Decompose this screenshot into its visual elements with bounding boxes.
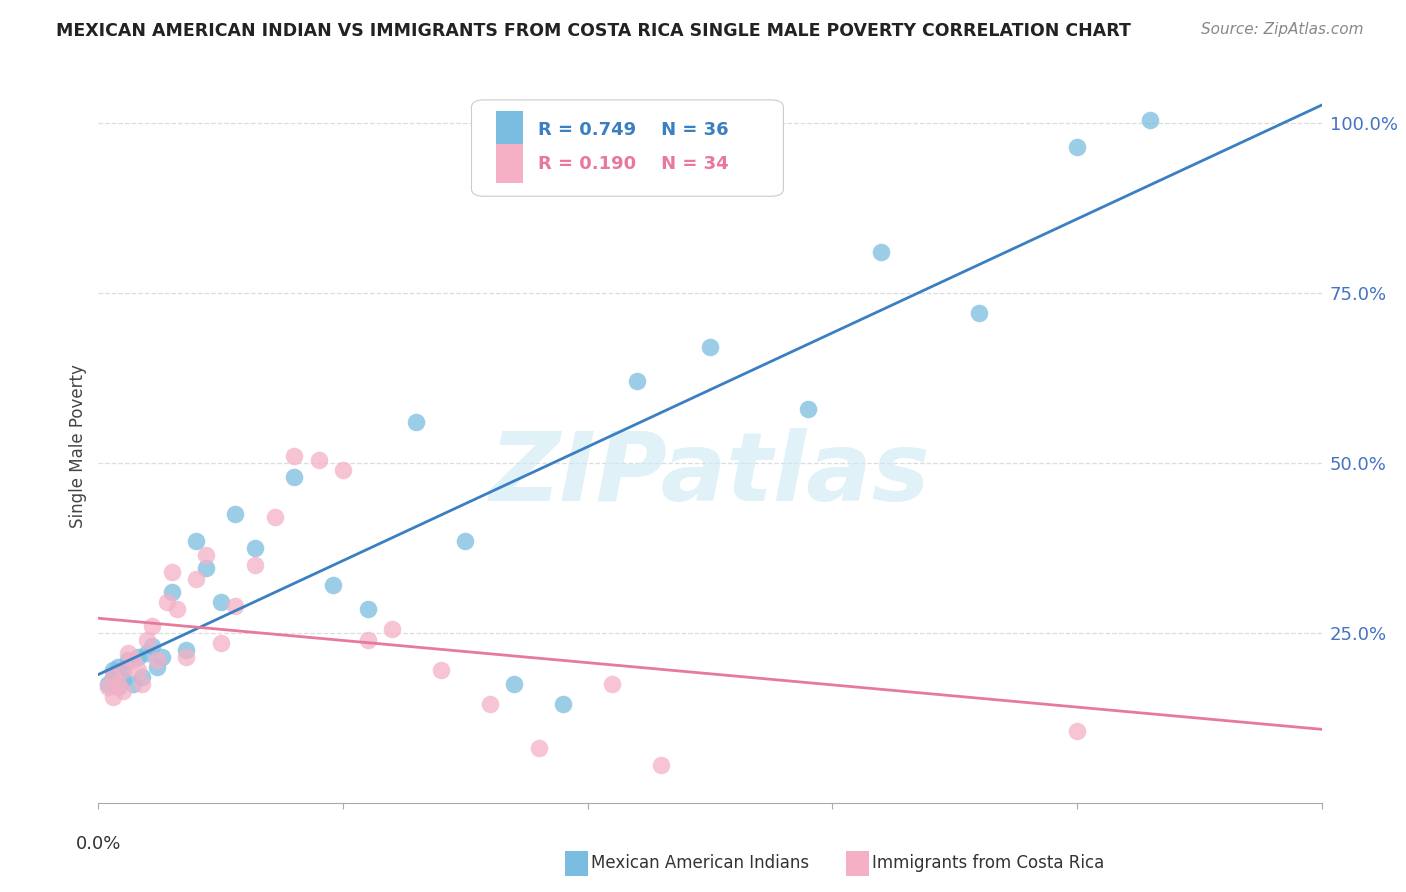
Point (107, 680, 129, 694)
Point (131, 670, 153, 684)
Point (209, 636, 232, 650)
Point (107, 677, 129, 691)
Point (111, 663, 134, 677)
Point (454, 534, 477, 549)
Point (166, 602, 188, 616)
Point (146, 653, 169, 667)
Point (870, 245, 893, 260)
Point (117, 646, 139, 660)
FancyBboxPatch shape (496, 145, 523, 184)
Point (141, 640, 163, 654)
Point (176, 643, 198, 657)
Text: R = 0.190    N = 34: R = 0.190 N = 34 (537, 155, 728, 173)
Point (600, 677, 623, 691)
Point (308, 452, 330, 467)
Point (405, 415, 427, 429)
Point (527, 741, 550, 756)
Point (121, 677, 143, 691)
Y-axis label: Single Male Poverty: Single Male Poverty (69, 364, 87, 528)
Point (553, 698, 575, 712)
Point (101, 670, 124, 684)
Point (1139, 112, 1161, 127)
Text: ZIPatlas: ZIPatlas (489, 428, 931, 521)
Point (160, 585, 183, 599)
Point (1066, 140, 1088, 154)
Point (176, 649, 198, 664)
Point (101, 690, 124, 705)
Point (131, 677, 153, 691)
FancyBboxPatch shape (496, 111, 523, 150)
Text: Immigrants from Costa Rica: Immigrants from Costa Rica (872, 855, 1104, 872)
Point (195, 561, 218, 575)
Text: Source: ZipAtlas.com: Source: ZipAtlas.com (1201, 22, 1364, 37)
Point (283, 449, 305, 463)
Point (263, 510, 285, 524)
Point (97, 680, 120, 694)
Point (224, 599, 246, 613)
Point (101, 670, 124, 684)
Point (381, 623, 404, 637)
Point (136, 632, 159, 647)
Point (243, 558, 266, 572)
Point (699, 341, 721, 355)
Point (111, 663, 134, 677)
Point (243, 541, 266, 555)
Text: 0.0%: 0.0% (76, 835, 121, 853)
Point (626, 375, 648, 389)
Point (195, 548, 218, 562)
Point (150, 649, 173, 664)
Point (186, 572, 208, 586)
Point (650, 758, 672, 772)
Point (356, 632, 378, 647)
Point (146, 660, 169, 674)
Text: Mexican American Indians: Mexican American Indians (591, 855, 808, 872)
Point (356, 602, 378, 616)
Point (107, 660, 129, 674)
Point (160, 565, 183, 579)
Point (127, 649, 149, 664)
Point (111, 683, 134, 698)
Point (322, 578, 344, 592)
Point (283, 469, 305, 483)
Point (121, 653, 143, 667)
Text: MEXICAN AMERICAN INDIAN VS IMMIGRANTS FROM COSTA RICA SINGLE MALE POVERTY CORREL: MEXICAN AMERICAN INDIAN VS IMMIGRANTS FR… (56, 22, 1130, 40)
Point (1066, 724, 1088, 739)
Point (97, 677, 120, 691)
FancyBboxPatch shape (471, 100, 783, 196)
Point (136, 646, 159, 660)
Point (117, 653, 139, 667)
Point (101, 663, 124, 677)
Point (430, 663, 453, 677)
Point (186, 534, 208, 549)
Point (332, 463, 354, 477)
Point (478, 698, 501, 712)
Point (141, 619, 163, 633)
Point (127, 663, 149, 677)
Point (224, 507, 246, 521)
Point (156, 595, 179, 609)
Text: R = 0.749    N = 36: R = 0.749 N = 36 (537, 121, 728, 139)
Point (797, 401, 820, 416)
Point (967, 306, 990, 320)
Point (111, 673, 134, 688)
Point (209, 595, 232, 609)
Point (503, 677, 526, 691)
